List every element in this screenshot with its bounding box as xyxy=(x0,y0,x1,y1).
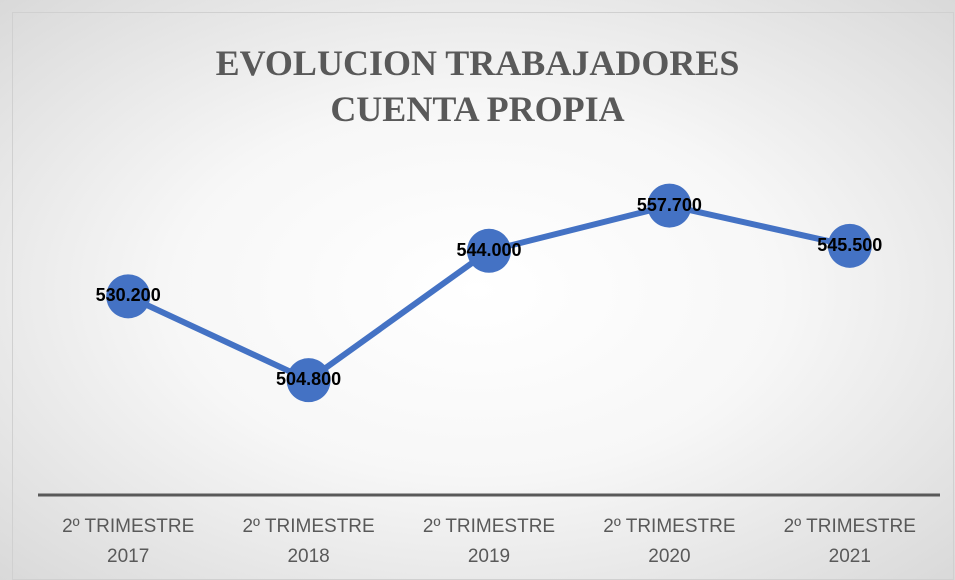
x-tick-label: 2º TRIMESTRE 2019 xyxy=(422,516,556,567)
x-tick-label: 2º TRIMESTRE 2021 xyxy=(783,516,916,567)
x-tick-label: 2º TRIMESTRE 2020 xyxy=(603,516,736,567)
data-label: 545.500 xyxy=(817,234,883,255)
data-label: 504.800 xyxy=(276,369,342,390)
x-tick-label: 2º TRIMESTRE 2017 xyxy=(62,516,195,567)
marker xyxy=(467,228,511,273)
data-label: 557.700 xyxy=(636,194,702,215)
chart-title: EVOLUCION TRABAJADORES CUENTA PROPIA xyxy=(215,43,740,129)
marker xyxy=(286,358,331,403)
marker xyxy=(827,223,872,268)
marker xyxy=(106,274,151,319)
data-label: 544.000 xyxy=(456,239,522,260)
x-tick-label: 2º TRIMESTRE 2018 xyxy=(242,516,375,567)
data-label: 530.200 xyxy=(95,285,161,306)
marker xyxy=(647,183,692,228)
